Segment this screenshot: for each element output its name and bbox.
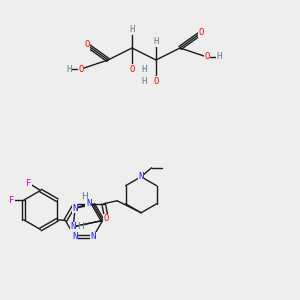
Text: N: N (138, 172, 144, 181)
Text: O: O (198, 28, 204, 38)
Text: H: H (81, 192, 88, 201)
Text: N: N (70, 222, 76, 231)
Text: H: H (77, 222, 84, 231)
Text: H: H (129, 26, 135, 34)
Text: F: F (26, 178, 31, 188)
Text: H: H (141, 76, 147, 85)
Text: F: F (9, 196, 14, 205)
Text: N: N (72, 232, 77, 241)
Text: O: O (153, 76, 159, 85)
Text: O: O (129, 64, 135, 74)
Text: N: N (91, 232, 96, 241)
Text: N: N (86, 199, 91, 208)
Text: H: H (141, 64, 147, 74)
Text: O: O (78, 64, 84, 74)
Text: O: O (84, 40, 90, 50)
Text: O: O (204, 52, 210, 62)
Text: N: N (72, 204, 78, 213)
Text: H: H (216, 52, 222, 62)
Text: O: O (104, 214, 109, 223)
Text: H: H (153, 38, 159, 46)
Text: H: H (66, 64, 72, 74)
